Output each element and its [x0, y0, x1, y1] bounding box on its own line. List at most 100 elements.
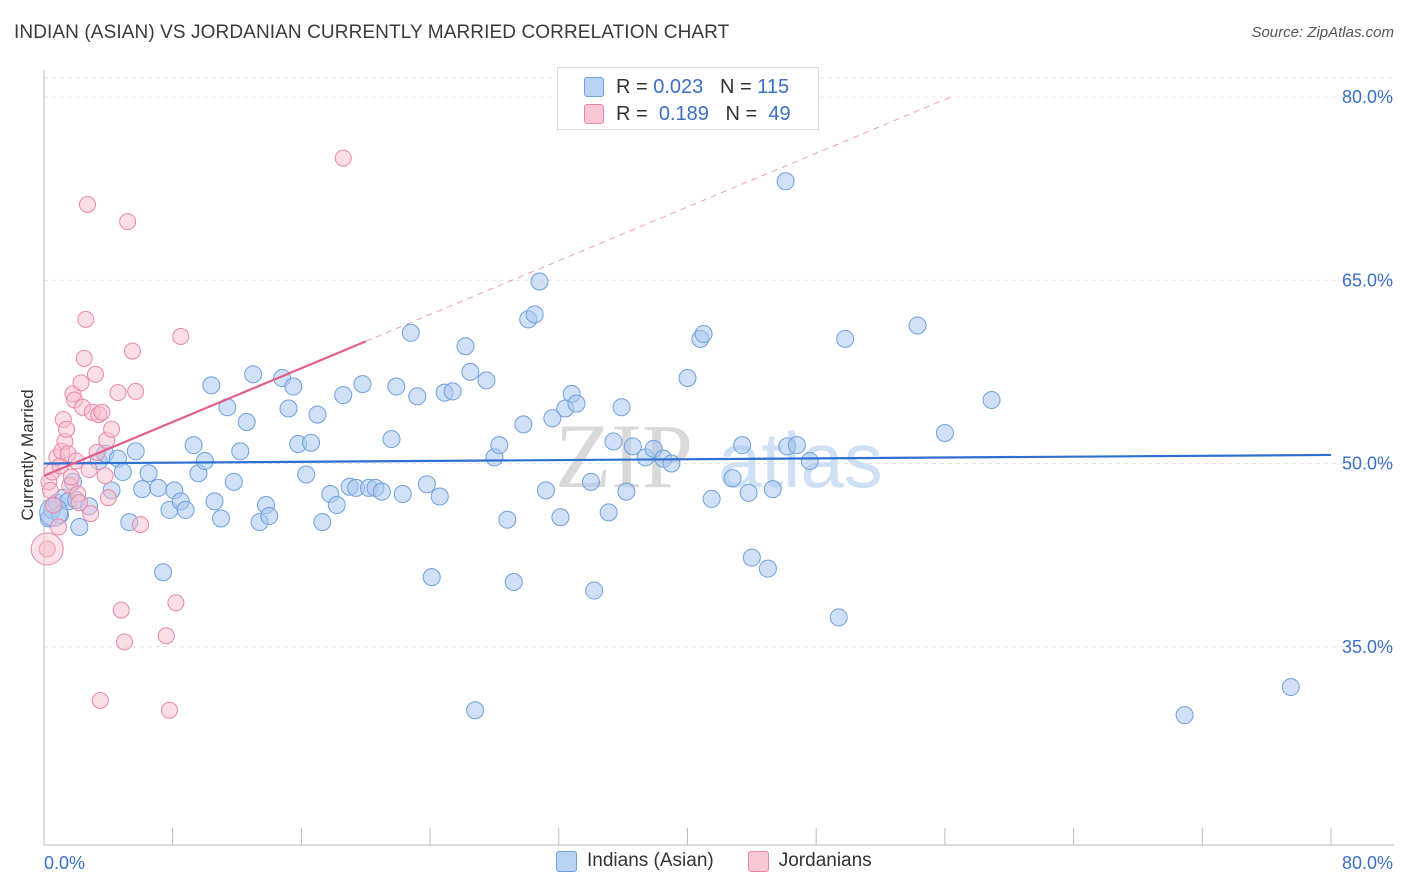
data-point-indians	[543, 409, 562, 428]
data-point-indians	[498, 510, 517, 529]
data-point-jordanians	[62, 468, 80, 486]
data-point-jordanians	[132, 516, 150, 534]
data-point-jordanians	[77, 310, 95, 328]
data-point-jordanians	[115, 633, 133, 651]
legend-item-indians[interactable]: Indians (Asian)	[556, 850, 714, 872]
data-point-jordanians	[109, 384, 127, 402]
legend-label: Jordanians	[778, 850, 872, 871]
legend-label: Indians (Asian)	[587, 850, 714, 871]
tick-labels: 35.0% 50.0% 65.0% 80.0% 0.0% 80.0%	[44, 87, 1393, 873]
data-point-indians	[617, 482, 636, 501]
data-point-indians	[776, 172, 795, 191]
y-tick-label: 50.0%	[1342, 454, 1393, 474]
data-point-indians	[149, 478, 168, 497]
data-point-jordanians	[78, 196, 96, 214]
data-point-indians	[599, 503, 618, 522]
data-point-jordanians	[167, 594, 185, 612]
data-point-indians	[211, 509, 230, 528]
legend-r-label: R =	[616, 102, 648, 125]
data-point-indians	[417, 475, 436, 494]
data-point-indians	[466, 701, 485, 720]
data-point-indians	[327, 496, 346, 515]
data-point-indians	[456, 337, 475, 356]
data-point-jordanians	[123, 342, 141, 360]
data-point-jordanians	[112, 601, 130, 619]
data-point-indians	[202, 376, 221, 395]
data-point-jordanians	[91, 692, 109, 710]
data-point-indians	[205, 492, 224, 511]
data-point-indians	[739, 483, 758, 502]
legend-n-value: 49	[768, 102, 791, 125]
data-point-jordanians	[103, 420, 121, 438]
data-point-indians	[694, 325, 713, 344]
legend-r-value: 0.189	[658, 102, 709, 125]
data-point-jordanians	[80, 461, 98, 479]
data-point-indians	[302, 433, 321, 452]
data-point-indians	[308, 405, 327, 424]
legend-row-jordanians: R = 0.189 N = 49	[584, 100, 791, 128]
x-tick-label: 80.0%	[1342, 853, 1393, 873]
data-point-jordanians	[41, 481, 59, 499]
data-point-indians	[422, 568, 441, 587]
data-point-indians	[408, 387, 427, 406]
data-point-indians	[678, 368, 697, 387]
data-point-indians	[702, 489, 721, 508]
y-tick-label: 80.0%	[1342, 87, 1393, 107]
data-point-indians	[758, 559, 777, 578]
data-point-indians	[387, 377, 406, 396]
data-point-indians	[908, 316, 927, 335]
data-point-jordanians	[172, 327, 190, 345]
series-legend: Indians (Asian) Jordanians	[556, 850, 906, 872]
data-point-indians	[260, 507, 279, 526]
data-point-indians	[742, 548, 761, 567]
legend-swatch-pink	[584, 104, 604, 124]
data-point-indians	[763, 480, 782, 499]
data-point-jordanians	[72, 374, 90, 392]
data-point-indians	[477, 371, 496, 390]
data-point-indians	[176, 500, 195, 519]
source-label: Source: ZipAtlas.com	[1251, 24, 1394, 41]
data-point-jordanians	[49, 518, 67, 536]
data-point-indians	[829, 608, 848, 627]
data-point-jordanians	[70, 494, 88, 512]
data-point-indians	[567, 394, 586, 413]
data-point-jordanians	[45, 496, 63, 514]
data-point-indians	[297, 465, 316, 484]
data-point-jordanians	[82, 505, 100, 523]
legend-r-label: R =	[616, 75, 648, 98]
data-point-indians	[551, 508, 570, 527]
trend-extension-jordanians	[365, 96, 950, 342]
data-point-indians	[382, 430, 401, 449]
data-point-indians	[982, 390, 1001, 409]
data-point-jordanians	[75, 349, 93, 367]
legend-n-value: 115	[757, 75, 790, 98]
data-point-indians	[1281, 678, 1300, 697]
data-point-indians	[334, 386, 353, 405]
watermark: ZIP atlas	[555, 405, 883, 507]
legend-n-label: N =	[725, 102, 758, 125]
data-point-jordanians	[86, 365, 104, 383]
axes	[43, 70, 1394, 846]
data-point-indians	[231, 442, 250, 461]
data-point-indians	[525, 305, 544, 324]
data-point-indians	[800, 452, 819, 471]
legend-swatch-blue	[556, 850, 577, 872]
data-point-indians	[237, 412, 256, 431]
series-indians-points	[39, 172, 1300, 725]
data-point-jordanians	[127, 382, 145, 400]
y-tick-label: 65.0%	[1342, 270, 1393, 290]
data-point-indians	[530, 272, 549, 291]
stats-legend: R = 0.023 N = 115 R = 0.189 N = 49	[557, 67, 819, 130]
data-point-indians	[787, 436, 806, 455]
legend-row-indians: R = 0.023 N = 115	[584, 73, 789, 101]
data-point-indians	[224, 472, 243, 491]
data-point-jordanians	[160, 701, 178, 719]
trend-lines	[43, 96, 1332, 477]
legend-swatch-pink	[747, 850, 769, 872]
data-point-indians	[126, 442, 145, 461]
data-point-jordanians	[157, 627, 175, 645]
data-point-indians	[935, 423, 954, 442]
legend-item-jordanians[interactable]: Jordanians	[747, 850, 872, 872]
data-point-jordanians	[99, 489, 117, 507]
trend-line-jordanians	[43, 340, 367, 477]
